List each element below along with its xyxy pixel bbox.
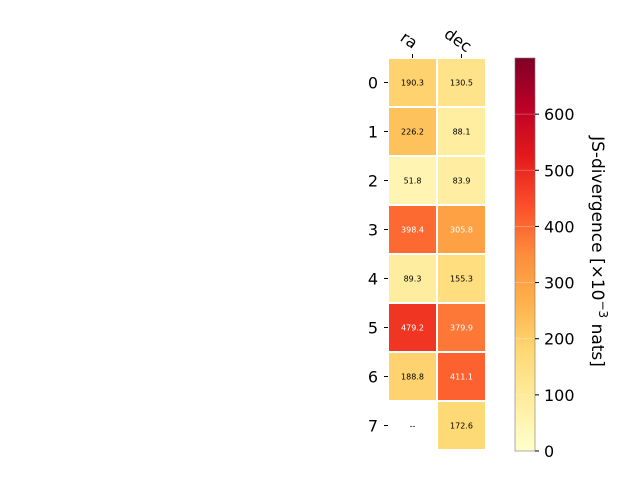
heatmap-cell-0-ra [389, 59, 436, 106]
cell-value-label: 398.4 [401, 226, 424, 235]
colorbar-tick-label: 100 [544, 386, 575, 405]
y-tick-label: 4 [368, 270, 378, 289]
y-axis-ticks: 0 1 2 3 4 5 6 7 [368, 74, 388, 436]
cell-value-label: 479.2 [401, 324, 424, 333]
heatmap-cell-2-ra [389, 157, 436, 204]
y-tick-label: 0 [368, 74, 378, 93]
heatmap-cell-0-dec [438, 59, 485, 106]
colorbar-label-exponent: −3 [596, 300, 610, 318]
cell-value-label: 190.3 [401, 79, 424, 88]
cell-value-label: 83.9 [453, 177, 471, 186]
colorbar: 0 100 200 300 400 500 600 JS-divergence [×10−3… [514, 57, 610, 461]
y-tick-label: 3 [368, 221, 378, 240]
x-tick-label: ra [397, 28, 421, 53]
colorbar-tick-lines [515, 113, 535, 396]
colorbar-label-prefix: JS-divergence [×10 [587, 135, 607, 300]
heatmap-cell-3-ra [389, 206, 436, 253]
y-tick-label: 1 [368, 123, 378, 142]
cell-value-label: 51.8 [404, 177, 422, 186]
cell-value-label: 188.8 [401, 373, 424, 382]
colorbar-tick-label: 200 [544, 330, 575, 349]
cell-value-label: 226.2 [401, 128, 424, 137]
x-tick-label: dec [441, 24, 475, 56]
heatmap-cell-4-dec [438, 255, 485, 302]
cell-value-label: 305.8 [450, 226, 473, 235]
heatmap-cell-6-ra [389, 353, 436, 400]
cell-value-label: 130.5 [450, 79, 473, 88]
cell-value-label: 89.3 [404, 275, 422, 284]
colorbar-tick-label: 600 [544, 105, 575, 124]
colorbar-tick-label: 500 [544, 161, 575, 180]
colorbar-tick-label: 400 [544, 217, 575, 236]
colorbar-tick-label: 0 [544, 442, 554, 461]
y-tick-label: 2 [368, 172, 378, 191]
heatmap-cell-5-ra [389, 304, 436, 351]
heatmap-cell-1-ra [389, 108, 436, 155]
heatmap-cell-3-dec [438, 206, 485, 253]
cell-value-label: 155.3 [450, 275, 473, 284]
cell-value-label: -- [410, 422, 416, 431]
heatmap-cell-1-dec [438, 108, 485, 155]
colorbar-ticks: 0 100 200 300 400 500 600 [535, 105, 575, 461]
x-axis-ticks: ra dec [397, 24, 475, 58]
heatmap-cell-5-dec [438, 304, 485, 351]
colorbar-label: JS-divergence [×10−3 nats] [587, 135, 610, 367]
heatmap-cell-6-dec [438, 353, 485, 400]
cell-value-label: 379.9 [450, 324, 473, 333]
heatmap-cell-2-dec [438, 157, 485, 204]
colorbar-label-suffix: nats] [587, 318, 607, 367]
heatmap-cell-4-ra [389, 255, 436, 302]
y-tick-label: 7 [368, 417, 378, 436]
heatmap-cells: 190.3 130.5 226.2 88.1 51.8 83.9 398.4 305.8 89.… [389, 59, 485, 449]
y-tick-label: 6 [368, 368, 378, 387]
cell-value-label: 88.1 [453, 128, 471, 137]
colorbar-gradient [514, 57, 536, 452]
cell-value-label: 172.6 [450, 422, 473, 431]
colorbar-tick-label: 300 [544, 274, 575, 293]
heatmap-cell-7-dec [438, 402, 485, 449]
cell-value-label: 411.1 [450, 373, 473, 382]
y-tick-label: 5 [368, 319, 378, 338]
